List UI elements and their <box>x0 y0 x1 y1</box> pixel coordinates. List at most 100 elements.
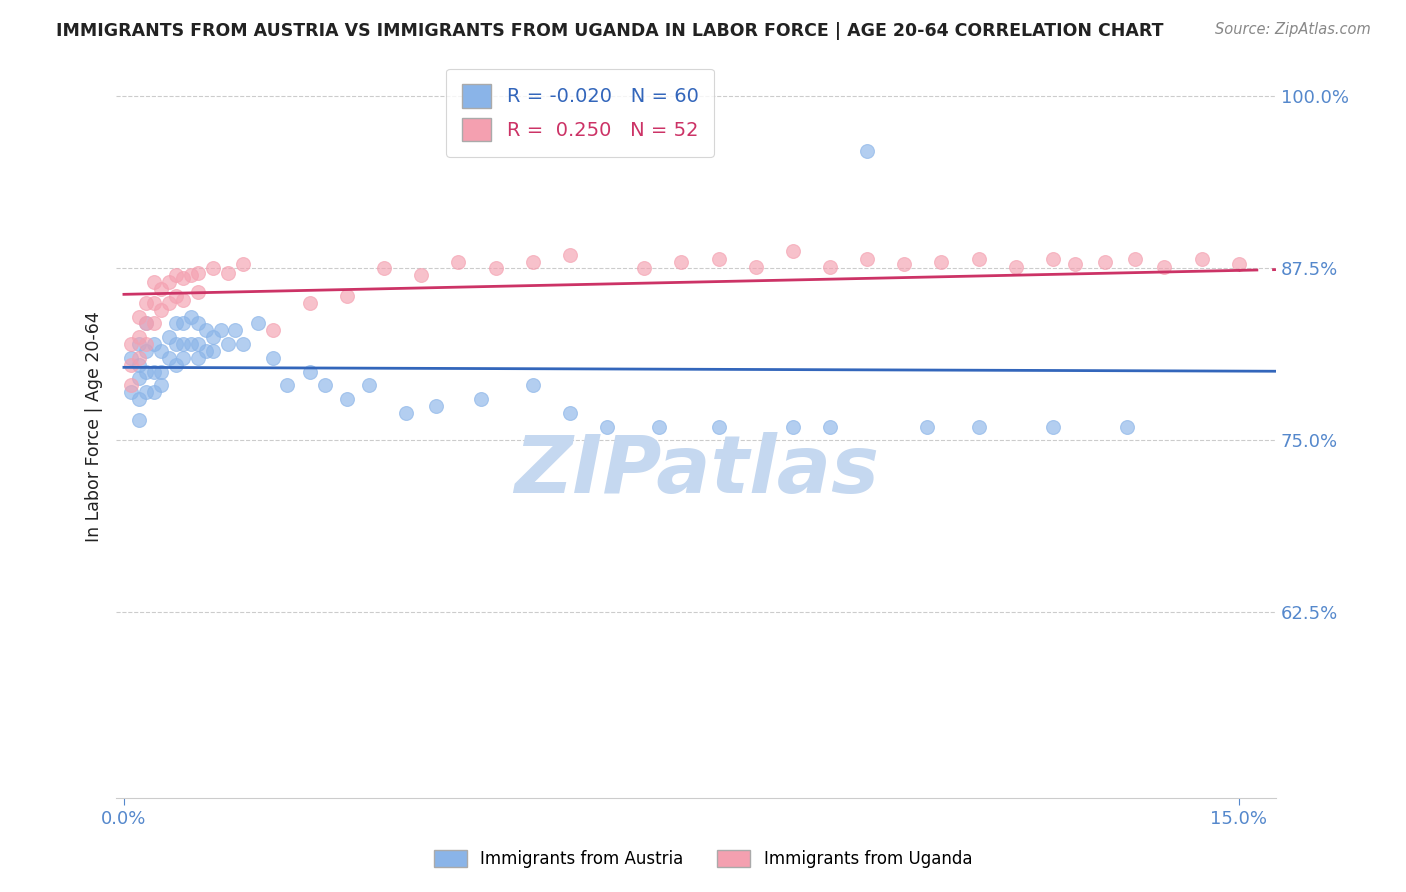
Text: ZIPatlas: ZIPatlas <box>513 433 879 510</box>
Point <box>425 399 447 413</box>
Point <box>157 330 180 344</box>
Point <box>1116 419 1139 434</box>
Point <box>1153 260 1175 274</box>
Point <box>395 406 418 420</box>
Point <box>336 392 359 406</box>
Point <box>128 351 150 365</box>
Point <box>893 257 915 271</box>
Point <box>1123 252 1146 266</box>
Point <box>558 406 581 420</box>
Point <box>194 343 217 358</box>
Point <box>648 419 671 434</box>
Point <box>856 145 879 159</box>
Text: IMMIGRANTS FROM AUSTRIA VS IMMIGRANTS FROM UGANDA IN LABOR FORCE | AGE 20-64 COR: IMMIGRANTS FROM AUSTRIA VS IMMIGRANTS FR… <box>56 22 1164 40</box>
Point <box>276 378 298 392</box>
Point <box>172 337 194 351</box>
Point <box>172 271 194 285</box>
Point <box>931 254 953 268</box>
Point <box>484 261 506 276</box>
Point <box>1094 254 1116 268</box>
Point <box>314 378 336 392</box>
Point <box>135 295 157 310</box>
Point <box>522 378 544 392</box>
Point <box>1227 257 1250 271</box>
Point <box>818 260 841 274</box>
Point <box>180 310 202 324</box>
Point <box>262 351 284 365</box>
Point <box>135 385 157 400</box>
Point <box>633 261 655 276</box>
Point <box>142 365 165 379</box>
Point <box>1042 252 1064 266</box>
Point <box>150 302 173 317</box>
Point <box>128 413 150 427</box>
Point <box>180 268 202 283</box>
Point <box>128 392 150 406</box>
Point <box>782 244 804 258</box>
Point <box>165 337 187 351</box>
Point <box>157 295 180 310</box>
Point <box>135 365 157 379</box>
Point <box>915 419 938 434</box>
Point <box>135 337 157 351</box>
Point <box>150 282 173 296</box>
Point <box>1042 419 1064 434</box>
Point <box>187 266 209 280</box>
Point <box>187 337 209 351</box>
Point <box>298 295 321 310</box>
Point <box>128 337 150 351</box>
Point <box>128 330 150 344</box>
Point <box>172 351 194 365</box>
Point <box>187 285 209 299</box>
Point <box>224 323 246 337</box>
Point <box>120 378 142 392</box>
Point <box>209 323 232 337</box>
Point <box>447 254 470 268</box>
Point <box>165 268 187 283</box>
Legend: Immigrants from Austria, Immigrants from Uganda: Immigrants from Austria, Immigrants from… <box>427 843 979 875</box>
Legend: R = -0.020   N = 60, R =  0.250   N = 52: R = -0.020 N = 60, R = 0.250 N = 52 <box>447 69 714 157</box>
Point <box>967 419 990 434</box>
Point <box>135 343 157 358</box>
Point <box>202 343 225 358</box>
Point <box>128 358 150 372</box>
Point <box>120 337 142 351</box>
Point <box>202 330 225 344</box>
Point <box>707 252 730 266</box>
Point <box>165 358 187 372</box>
Point <box>217 266 239 280</box>
Point <box>782 419 804 434</box>
Point <box>707 419 730 434</box>
Point <box>744 260 766 274</box>
Point <box>150 343 173 358</box>
Point <box>470 392 492 406</box>
Point <box>142 275 165 289</box>
Point <box>150 365 173 379</box>
Point <box>172 317 194 331</box>
Point <box>1004 260 1026 274</box>
Point <box>180 337 202 351</box>
Point <box>671 254 693 268</box>
Point <box>187 317 209 331</box>
Point <box>359 378 381 392</box>
Point <box>336 289 359 303</box>
Point <box>262 323 284 337</box>
Point <box>157 275 180 289</box>
Point <box>172 293 194 307</box>
Point <box>120 351 142 365</box>
Text: Source: ZipAtlas.com: Source: ZipAtlas.com <box>1215 22 1371 37</box>
Point <box>298 365 321 379</box>
Point <box>142 385 165 400</box>
Point <box>522 254 544 268</box>
Point <box>165 317 187 331</box>
Y-axis label: In Labor Force | Age 20-64: In Labor Force | Age 20-64 <box>86 311 103 542</box>
Point <box>157 351 180 365</box>
Point <box>128 371 150 385</box>
Point <box>142 317 165 331</box>
Point <box>246 317 269 331</box>
Point <box>128 310 150 324</box>
Point <box>150 378 173 392</box>
Point <box>120 358 142 372</box>
Point <box>217 337 239 351</box>
Point <box>120 385 142 400</box>
